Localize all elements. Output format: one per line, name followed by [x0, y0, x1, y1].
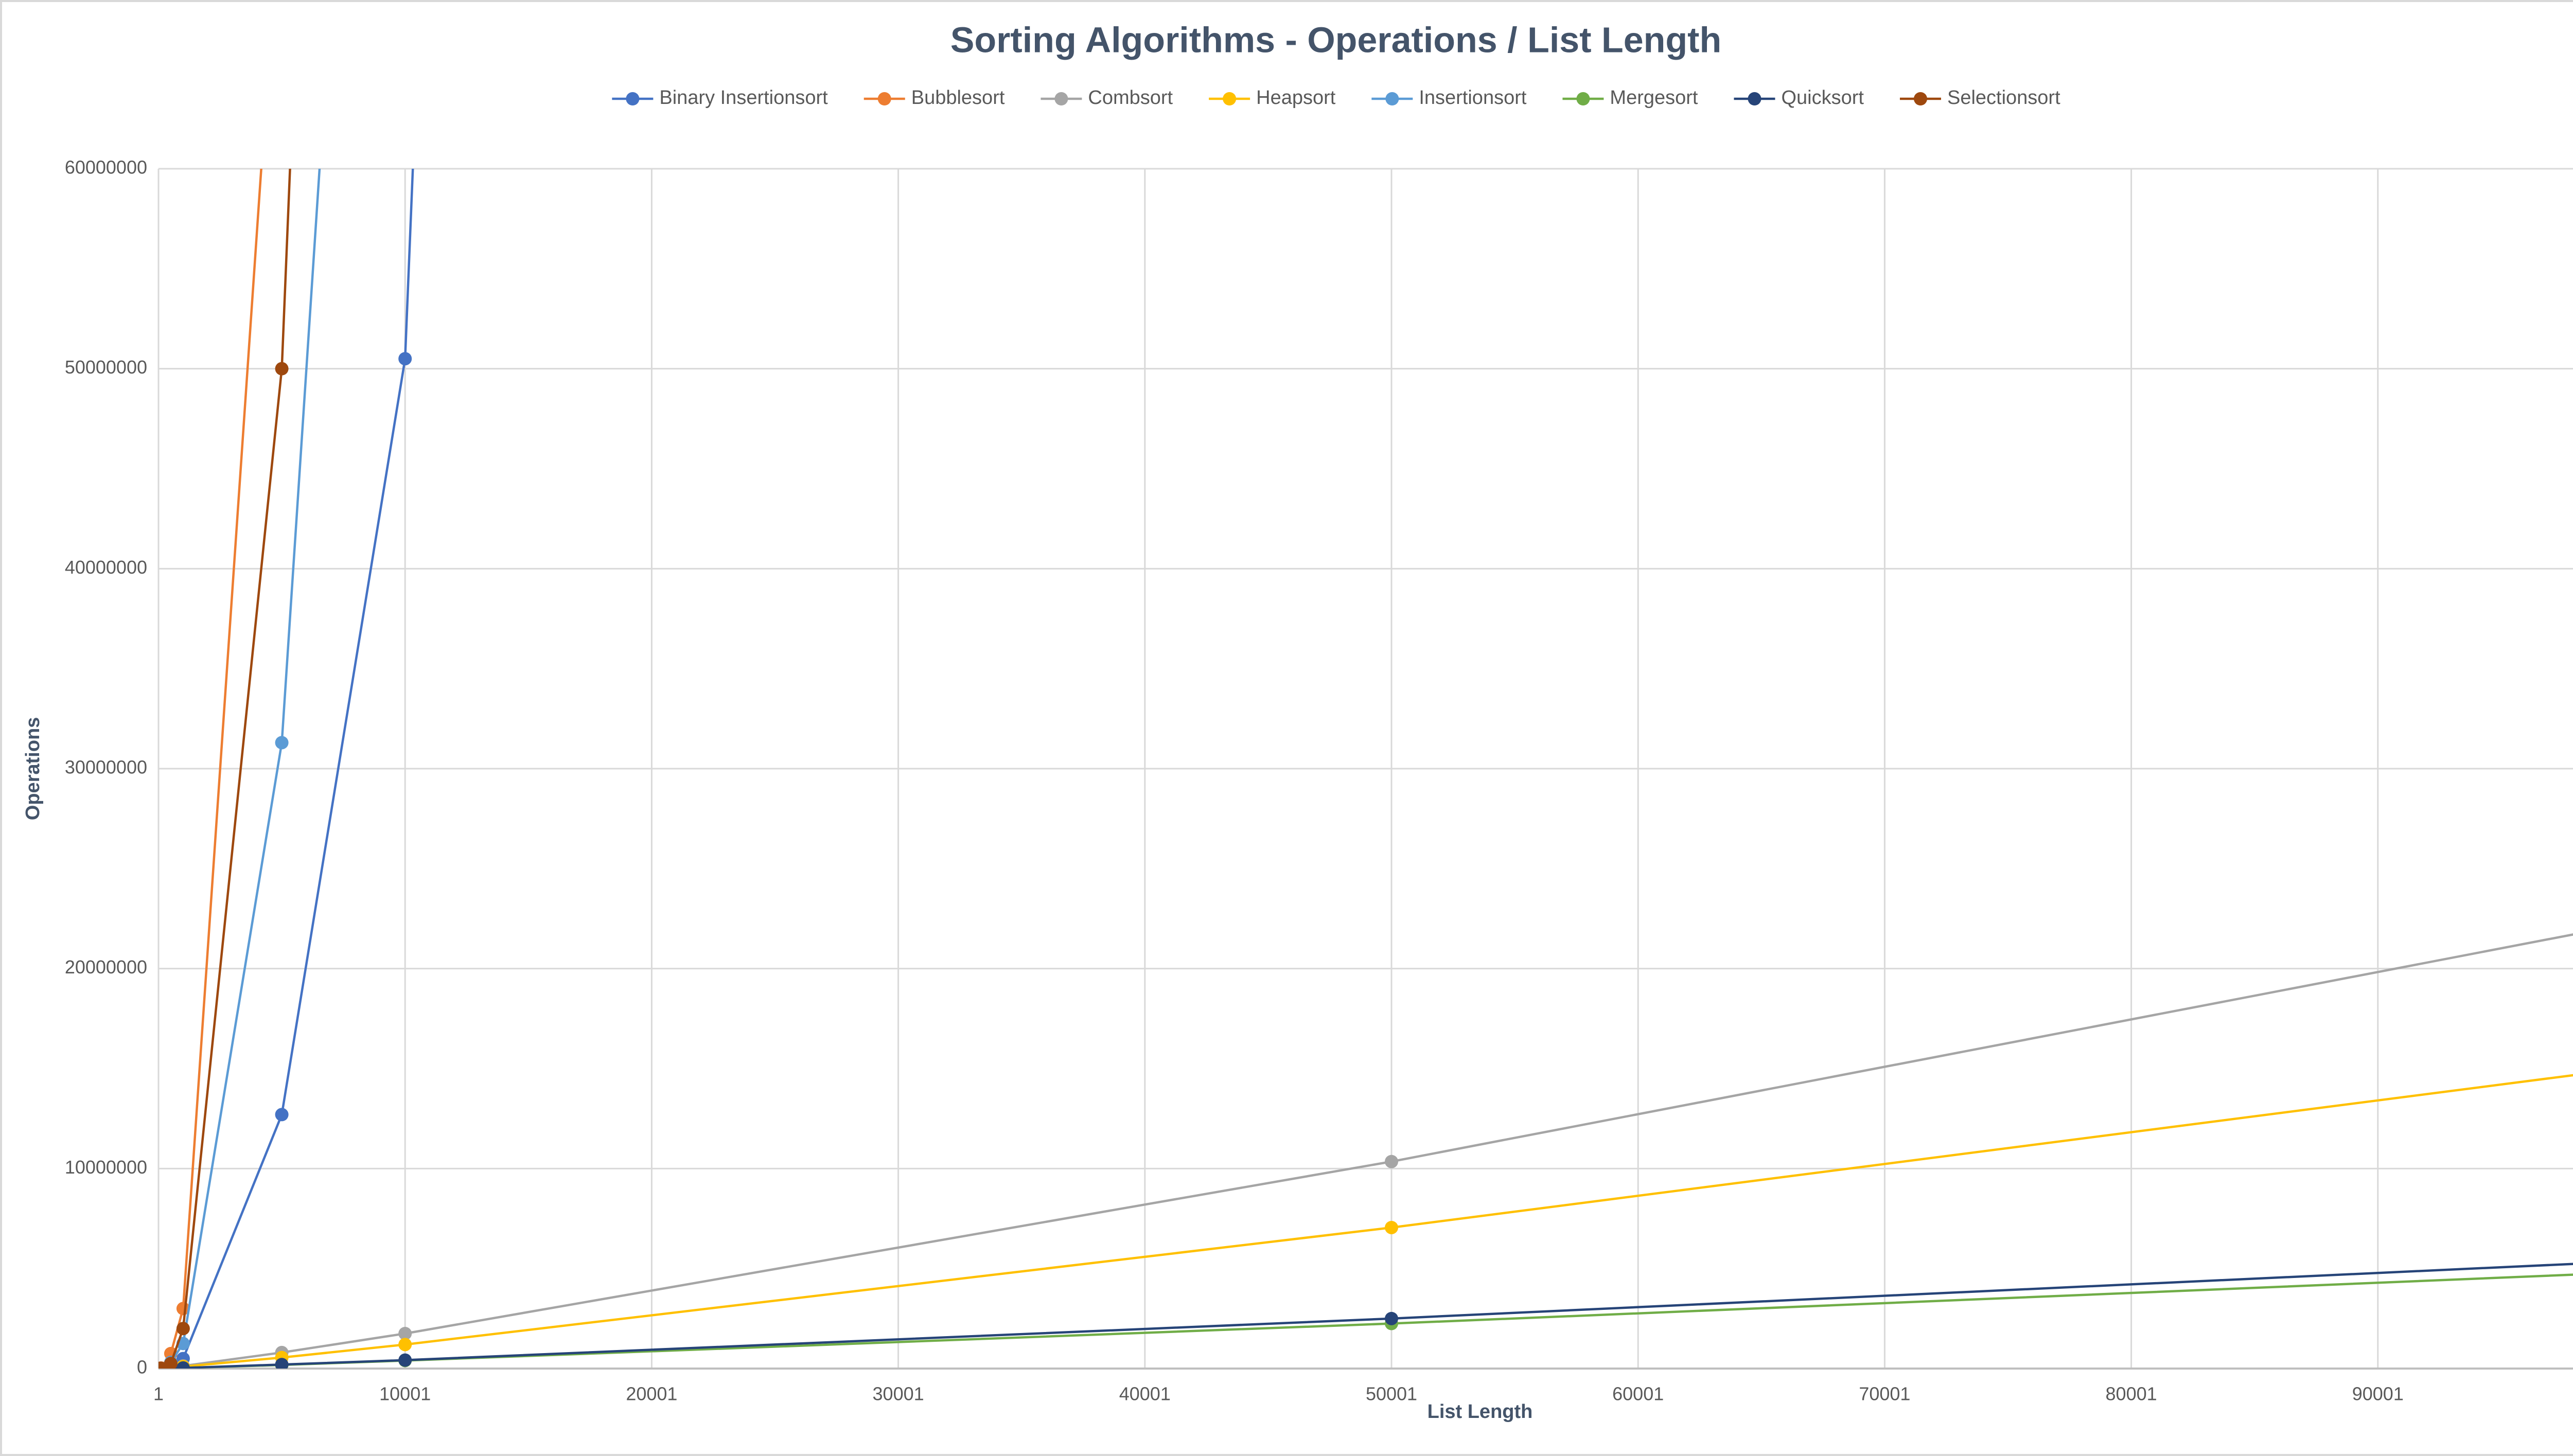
x-tick-label: 30001 [873, 1383, 924, 1405]
legend-marker [1385, 92, 1399, 105]
legend-label: Bubblesort [911, 87, 1005, 109]
data-point [398, 1353, 412, 1367]
legend-marker [626, 92, 640, 105]
data-point [1385, 1155, 1398, 1168]
data-point [275, 1358, 289, 1369]
legend-item: Heapsort [1209, 87, 1336, 109]
data-point [398, 1326, 412, 1340]
legend-marker [1054, 92, 1068, 105]
y-tick-label: 30000000 [65, 757, 147, 778]
y-axis-title: Operations [22, 717, 44, 821]
y-tick-label: 20000000 [65, 956, 147, 978]
x-tick-label: 50001 [1366, 1383, 1417, 1405]
grid [157, 168, 2573, 1370]
legend-item: Bubblesort [863, 87, 1005, 109]
y-tick-label: 50000000 [65, 357, 147, 378]
plot-area [158, 169, 2573, 1369]
data-point [398, 1338, 412, 1352]
y-tick-label: 0 [137, 1357, 147, 1378]
x-tick-label: 10001 [379, 1383, 431, 1405]
y-tick-label: 10000000 [65, 1157, 147, 1178]
x-tick-label: 60001 [1612, 1383, 1664, 1405]
data-point [176, 1322, 190, 1336]
x-tick-label: 80001 [2106, 1383, 2157, 1405]
legend-item: Mergesort [1562, 87, 1698, 109]
legend-marker [1576, 92, 1590, 105]
legend-item: Quicksort [1734, 87, 1864, 109]
legend: Binary Insertionsort Bubblesort Combsort He… [612, 87, 2060, 109]
x-tick-label: 40001 [1119, 1383, 1171, 1405]
legend-marker [1748, 92, 1761, 105]
x-tick-label: 1 [153, 1383, 164, 1405]
legend-label: Mergesort [1610, 87, 1698, 109]
legend-item: Insertionsort [1371, 87, 1527, 109]
data-point [275, 362, 289, 376]
legend-label: Heapsort [1256, 87, 1336, 109]
legend-item: Selectionsort [1899, 87, 2060, 109]
data-point [1385, 1220, 1398, 1234]
legend-label: Binary Insertionsort [659, 87, 828, 109]
legend-marker [1913, 92, 1927, 105]
y-tick-label: 60000000 [65, 157, 147, 178]
data-point [164, 1357, 178, 1369]
data-point [275, 1108, 289, 1122]
legend-marker [877, 92, 891, 105]
legend-marker [1223, 92, 1237, 105]
data-point [176, 1361, 190, 1369]
chart-title: Sorting Algorithms - Operations / List L… [950, 20, 1722, 60]
ticks: 0 10000000 20000000 30000000 40000000 5000000… [65, 157, 2573, 1405]
x-tick-label: 90001 [2352, 1383, 2404, 1405]
legend-item: Binary Insertionsort [612, 87, 828, 109]
x-axis-title: List Length [1428, 1401, 1533, 1423]
y-tick-label: 40000000 [65, 557, 147, 578]
data-point [275, 736, 289, 750]
legend-label: Selectionsort [1947, 87, 2060, 109]
legend-label: Insertionsort [1419, 87, 1527, 109]
legend-item: Combsort [1041, 87, 1173, 109]
x-tick-label: 70001 [1859, 1383, 1910, 1405]
legend-label: Quicksort [1781, 87, 1864, 109]
legend-label: Combsort [1088, 87, 1173, 109]
x-tick-label: 20001 [626, 1383, 677, 1405]
data-point [398, 352, 412, 366]
data-point [1385, 1311, 1398, 1325]
